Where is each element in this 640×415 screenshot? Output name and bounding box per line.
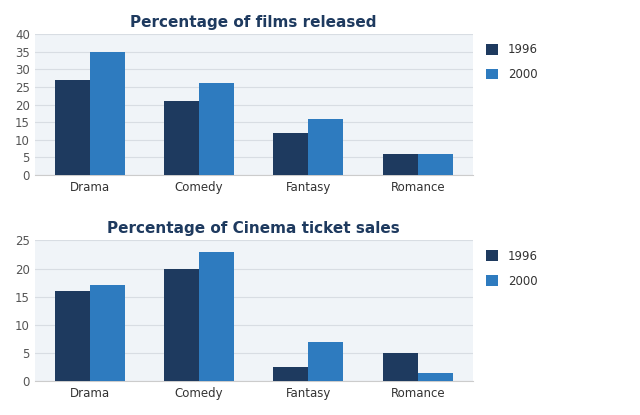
- Bar: [383, 154, 418, 175]
- Bar: [418, 373, 452, 381]
- Bar: [54, 291, 90, 381]
- Bar: [54, 80, 90, 175]
- Title: Percentage of films released: Percentage of films released: [131, 15, 377, 30]
- Legend: 1996, 2000: 1996, 2000: [483, 246, 541, 291]
- Bar: [164, 269, 199, 381]
- Bar: [90, 286, 125, 381]
- Bar: [308, 119, 343, 175]
- Bar: [199, 83, 234, 175]
- Bar: [90, 51, 125, 175]
- Bar: [273, 133, 308, 175]
- Bar: [418, 154, 452, 175]
- Bar: [199, 251, 234, 381]
- Title: Percentage of Cinema ticket sales: Percentage of Cinema ticket sales: [108, 221, 400, 237]
- Bar: [383, 353, 418, 381]
- Bar: [308, 342, 343, 381]
- Legend: 1996, 2000: 1996, 2000: [483, 40, 541, 85]
- Bar: [273, 367, 308, 381]
- Bar: [164, 101, 199, 175]
